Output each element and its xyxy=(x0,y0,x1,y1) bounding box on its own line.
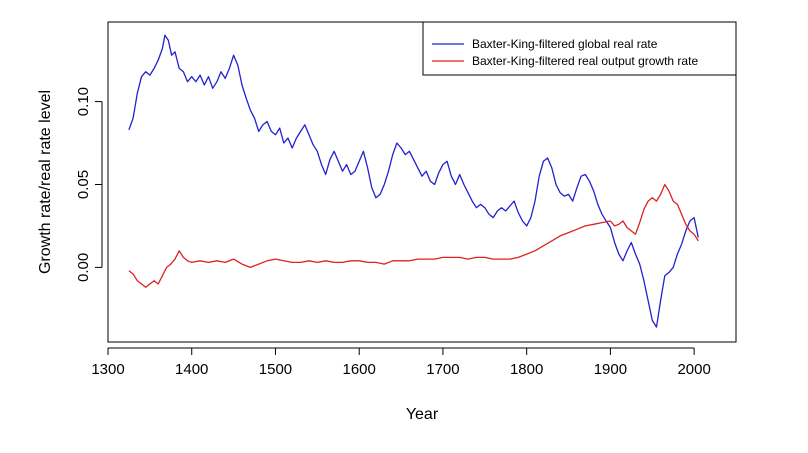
series-line-real-rate xyxy=(128,34,699,328)
legend: Baxter-King-filtered global real rate Ba… xyxy=(422,21,737,76)
legend-box xyxy=(422,21,737,76)
series-layer xyxy=(128,34,699,328)
legend-entry-output-growth: Baxter-King-filtered real output growth … xyxy=(472,54,698,68)
series-line-output-growth xyxy=(128,183,699,288)
y-tick-label: 0.10 xyxy=(75,87,92,116)
y-tick-label: 0.05 xyxy=(75,170,92,199)
legend-entry-real-rate: Baxter-King-filtered global real rate xyxy=(472,37,658,51)
x-tick-label: 1800 xyxy=(510,361,543,378)
x-tick-label: 1700 xyxy=(426,361,459,378)
y-axis-label: Growth rate/real rate level xyxy=(37,90,54,274)
x-tick-label: 1900 xyxy=(594,361,627,378)
plot-frame xyxy=(107,21,737,343)
x-axis-label: Year xyxy=(406,406,439,423)
y-axis: 0.00 0.05 0.10 xyxy=(75,87,103,282)
x-tick-label: 1500 xyxy=(259,361,292,378)
y-tick-label: 0.00 xyxy=(75,253,92,282)
x-axis: 1300 1400 1500 1600 1700 1800 1900 2000 xyxy=(91,347,711,378)
x-tick-label: 1300 xyxy=(91,361,124,378)
x-tick-label: 2000 xyxy=(677,361,710,378)
x-tick-label: 1400 xyxy=(175,361,208,378)
x-tick-label: 1600 xyxy=(343,361,376,378)
